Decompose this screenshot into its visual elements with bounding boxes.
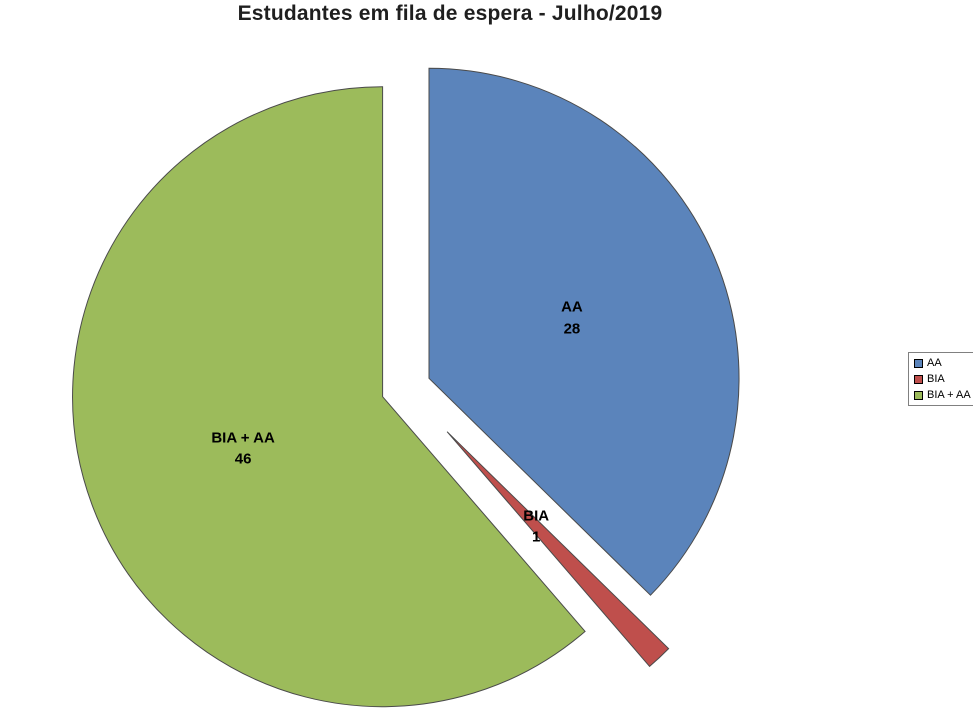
chart-legend: AA BIA BIA + AA — [908, 352, 973, 406]
legend-label-bia: BIA — [927, 373, 945, 385]
chart-title: Estudantes em fila de espera - Julho/201… — [237, 2, 663, 25]
pie-slice-bia-aa — [72, 86, 586, 708]
legend-item-bia: BIA — [914, 373, 971, 385]
legend-label-aa: AA — [927, 357, 942, 369]
legend-label-bia-aa: BIA + AA — [927, 389, 971, 401]
legend-swatch-bia — [914, 374, 923, 384]
legend-item-bia-aa: BIA + AA — [914, 389, 971, 401]
legend-swatch-bia-aa — [914, 390, 923, 400]
legend-item-aa: AA — [914, 357, 971, 369]
pie-slice-aa — [428, 67, 740, 596]
pie-slice-bia — [446, 431, 670, 668]
legend-swatch-aa — [914, 358, 923, 368]
